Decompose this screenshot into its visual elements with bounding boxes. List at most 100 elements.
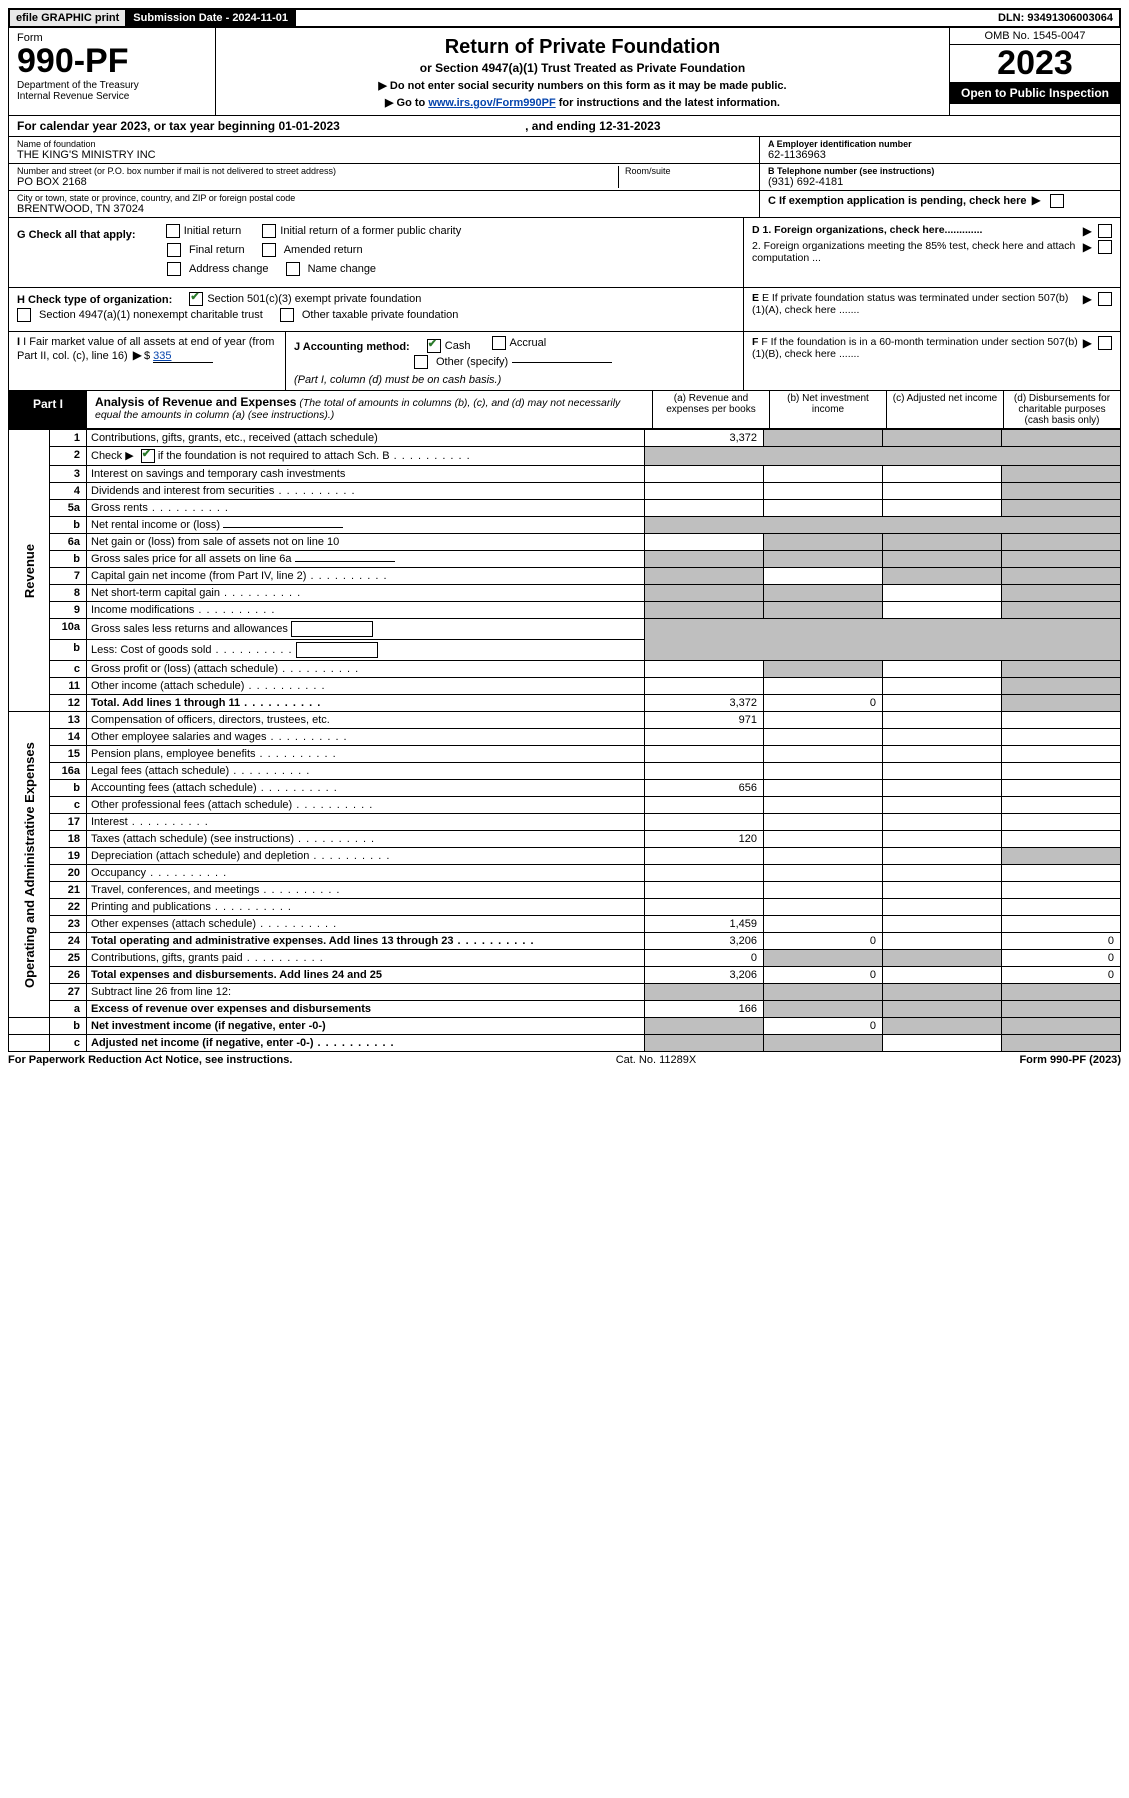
col-a-header: (a) Revenue and expenses per books	[653, 391, 770, 428]
g-d-row: G Check all that apply: Initial return I…	[8, 218, 1121, 288]
line-desc: Gross profit or (loss) (attach schedule)	[91, 663, 278, 675]
g-name-change-checkbox[interactable]	[286, 262, 300, 276]
line-desc: Other income (attach schedule)	[91, 680, 244, 692]
addr-val: PO BOX 2168	[17, 176, 618, 188]
line-amt-a: 3,372	[645, 430, 764, 447]
arrow-icon: ▶	[133, 348, 142, 362]
footer-mid: Cat. No. 11289X	[616, 1054, 697, 1066]
line-desc: Net rental income or (loss)	[91, 519, 220, 531]
line-num: c	[50, 797, 87, 814]
line-num: 12	[50, 695, 87, 712]
j-accrual-checkbox[interactable]	[492, 336, 506, 350]
f-checkbox[interactable]	[1098, 336, 1112, 350]
c-label: C If exemption application is pending, c…	[768, 195, 1027, 207]
g-initial-return-checkbox[interactable]	[166, 224, 180, 238]
g-initial-former-checkbox[interactable]	[262, 224, 276, 238]
open-public-badge: Open to Public Inspection	[950, 82, 1120, 104]
line-desc: Contributions, gifts, grants, etc., rece…	[87, 430, 645, 447]
efile-print-button[interactable]: efile GRAPHIC print	[10, 10, 127, 26]
line-amt-a: 120	[645, 831, 764, 848]
line-num: 14	[50, 729, 87, 746]
table-row: 20Occupancy	[9, 865, 1121, 882]
line-desc: Total expenses and disbursements. Add li…	[87, 967, 645, 984]
part1-header: Part I Analysis of Revenue and Expenses …	[8, 391, 1121, 429]
table-row: 22Printing and publications	[9, 899, 1121, 916]
line-amt-b: 0	[764, 1018, 883, 1035]
g-opt-5: Name change	[308, 263, 377, 275]
line-amt-b: 0	[764, 933, 883, 950]
line-desc: Interest on savings and temporary cash i…	[87, 466, 645, 483]
info-grid: Name of foundation THE KING'S MINISTRY I…	[8, 137, 1121, 218]
h-o1: Section 501(c)(3) exempt private foundat…	[207, 293, 421, 305]
arrow-icon: ▶	[1083, 292, 1092, 316]
line-num: b	[50, 640, 87, 661]
c-checkbox[interactable]	[1050, 194, 1064, 208]
line-num: b	[50, 551, 87, 568]
line-desc: Income modifications	[91, 604, 194, 616]
j-cash-checkbox[interactable]	[427, 339, 441, 353]
goto-pre: ▶ Go to	[385, 97, 428, 109]
g-address-change-checkbox[interactable]	[167, 262, 181, 276]
r2-post: if the foundation is not required to att…	[155, 450, 390, 462]
table-row: 6aNet gain or (loss) from sale of assets…	[9, 534, 1121, 551]
table-row: aExcess of revenue over expenses and dis…	[9, 1001, 1121, 1018]
line-num: 1	[50, 430, 87, 447]
i-label: I Fair market value of all assets at end…	[17, 336, 274, 362]
col-c-header: (c) Adjusted net income	[887, 391, 1004, 428]
h-o2: Section 4947(a)(1) nonexempt charitable …	[39, 309, 263, 321]
form-number: 990-PF	[17, 44, 207, 78]
revenue-side-label: Revenue	[9, 430, 50, 712]
line-num: 5a	[50, 500, 87, 517]
h-o3: Other taxable private foundation	[302, 309, 459, 321]
g-opt-0: Initial return	[184, 225, 241, 237]
e-checkbox[interactable]	[1098, 292, 1112, 306]
line-amt-a: 656	[645, 780, 764, 797]
line-num: b	[50, 1018, 87, 1035]
table-row: 23Other expenses (attach schedule)1,459	[9, 916, 1121, 933]
d1-checkbox[interactable]	[1098, 224, 1112, 238]
line-desc: Total. Add lines 1 through 11	[91, 697, 240, 709]
line-desc: Interest	[91, 816, 128, 828]
line-desc: Dividends and interest from securities	[91, 485, 274, 497]
cal-mid: , and ending	[525, 119, 599, 133]
table-row: 21 Travel, conferences, and meetings	[9, 882, 1121, 899]
table-row: bNet rental income or (loss)	[9, 517, 1121, 534]
g-opt-2: Final return	[189, 244, 245, 256]
g-amended-checkbox[interactable]	[262, 243, 276, 257]
line-num: 6a	[50, 534, 87, 551]
table-row: 3Interest on savings and temporary cash …	[9, 466, 1121, 483]
irs-link[interactable]: www.irs.gov/Form990PF	[428, 97, 555, 109]
line-num: 25	[50, 950, 87, 967]
footer-left: For Paperwork Reduction Act Notice, see …	[8, 1054, 292, 1066]
addr-label: Number and street (or P.O. box number if…	[17, 166, 618, 176]
expenses-side-label: Operating and Administrative Expenses	[9, 712, 50, 1018]
d1-text: D 1. Foreign organizations, check here..…	[752, 224, 982, 236]
h-other-checkbox[interactable]	[280, 308, 294, 322]
line-desc: Other professional fees (attach schedule…	[91, 799, 292, 811]
h-label: H Check type of organization:	[17, 294, 172, 306]
table-row: 11Other income (attach schedule)	[9, 678, 1121, 695]
line-amt-a: 1,459	[645, 916, 764, 933]
part1-title: Analysis of Revenue and Expenses	[95, 395, 296, 409]
h-4947-checkbox[interactable]	[17, 308, 31, 322]
table-row: 9Income modifications	[9, 602, 1121, 619]
j-other-checkbox[interactable]	[414, 355, 428, 369]
j-label: J Accounting method:	[294, 341, 410, 353]
line-desc: Travel, conferences, and meetings	[91, 884, 259, 896]
goto-post: for instructions and the latest informat…	[556, 97, 780, 109]
g-final-return-checkbox[interactable]	[167, 243, 181, 257]
d2-text: 2. Foreign organizations meeting the 85%…	[752, 240, 1081, 264]
schb-checkbox[interactable]	[141, 449, 155, 463]
line-num: 17	[50, 814, 87, 831]
j-accr: Accrual	[510, 337, 547, 349]
d2-checkbox[interactable]	[1098, 240, 1112, 254]
arrow-icon: ▶	[1083, 224, 1092, 238]
line-num: c	[50, 661, 87, 678]
goto-note: ▶ Go to www.irs.gov/Form990PF for instru…	[236, 96, 929, 109]
line-desc: Gross rents	[91, 502, 148, 514]
table-row: 2 Check ▶ if the foundation is not requi…	[9, 447, 1121, 466]
table-row: c Other professional fees (attach schedul…	[9, 797, 1121, 814]
line-num: 21	[50, 882, 87, 899]
foundation-name: THE KING'S MINISTRY INC	[17, 149, 751, 161]
h-501c3-checkbox[interactable]	[189, 292, 203, 306]
